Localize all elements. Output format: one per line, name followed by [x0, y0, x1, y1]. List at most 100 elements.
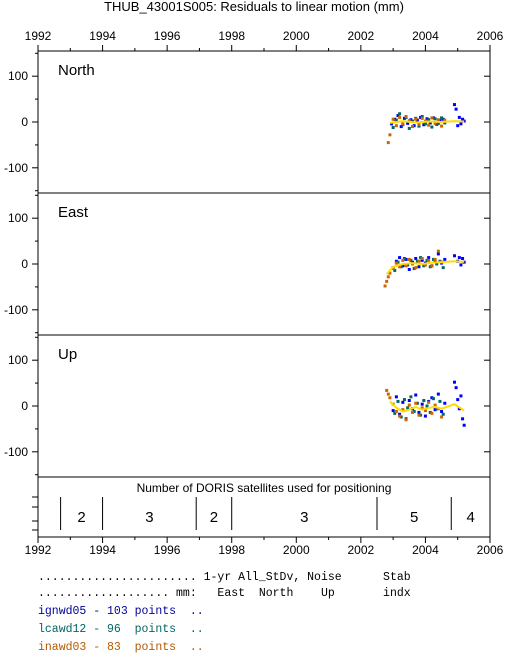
x-tick-label-bottom: 1992: [25, 543, 52, 557]
data-point-ignwd05: [407, 267, 411, 271]
data-point-ignwd05: [407, 399, 411, 403]
data-point-inawd03: [404, 264, 408, 268]
data-point-ignwd05: [423, 414, 427, 418]
x-tick-label-bottom: 2000: [283, 543, 310, 557]
data-point-lcawd12: [435, 407, 439, 411]
data-point-ignwd05: [402, 116, 406, 120]
data-point-ignwd05: [404, 257, 408, 261]
y-tick-label: 100: [8, 353, 28, 367]
data-point-inawd03: [391, 117, 395, 121]
chart-title: THUB_43001S005: Residuals to linear moti…: [104, 0, 404, 14]
panel-label-north: North: [58, 62, 95, 79]
satellite-count-label: 3: [300, 509, 308, 526]
data-point-ignwd05: [420, 258, 424, 262]
x-tick-label-bottom: 1996: [154, 543, 181, 557]
data-point-ignwd05: [414, 257, 418, 261]
data-point-ignwd05: [419, 115, 423, 119]
data-point-ignwd05: [412, 124, 416, 128]
data-point-ignwd05: [454, 386, 458, 390]
data-point-ignwd05: [438, 119, 442, 123]
data-point-ignwd05: [457, 256, 461, 260]
data-point-lcawd12: [396, 399, 400, 403]
data-point-inawd03: [430, 116, 434, 120]
data-point-inawd03: [388, 271, 392, 275]
data-point-ignwd05: [456, 398, 460, 402]
data-point-lcawd12: [422, 399, 426, 403]
data-point-inawd03: [391, 267, 395, 271]
data-point-lcawd12: [407, 126, 411, 130]
data-point-inawd03: [423, 263, 427, 267]
data-point-ignwd05: [428, 121, 432, 125]
data-point-inawd03: [388, 396, 392, 400]
data-point-ignwd05: [443, 401, 447, 405]
x-tick-label-top: 2000: [283, 29, 310, 43]
data-point-ignwd05: [433, 408, 437, 412]
x-tick-label-bottom: 1994: [89, 543, 116, 557]
data-point-ignwd05: [420, 402, 424, 406]
data-point-ignwd05: [394, 259, 398, 263]
stats-row-ignwd05: ignwd05 - 103 points ..: [38, 605, 204, 618]
data-point-lcawd12: [441, 266, 445, 270]
mean-line-east: [385, 260, 465, 275]
data-point-ignwd05: [406, 121, 410, 125]
data-point-lcawd12: [409, 258, 413, 262]
data-point-inawd03: [394, 409, 398, 413]
data-point-ignwd05: [452, 254, 456, 258]
data-point-ignwd05: [425, 117, 429, 121]
data-point-ignwd05: [433, 259, 437, 263]
x-tick-label-top: 2002: [348, 29, 375, 43]
data-point-lcawd12: [428, 265, 432, 269]
data-point-ignwd05: [454, 107, 458, 111]
data-point-inawd03: [427, 400, 431, 404]
data-point-ignwd05: [414, 393, 418, 397]
y-tick-label: 100: [8, 69, 28, 83]
data-point-ignwd05: [398, 256, 402, 260]
data-point-ignwd05: [436, 252, 440, 256]
data-point-lcawd12: [419, 256, 423, 260]
data-point-inawd03: [420, 257, 424, 261]
data-point-lcawd12: [412, 409, 416, 413]
satellite-count-label: 4: [466, 509, 474, 526]
data-point-inawd03: [414, 117, 418, 121]
data-point-lcawd12: [402, 398, 406, 402]
data-point-ignwd05: [452, 103, 456, 107]
stats-header-line-1: ....................... 1-yr All_StDv, N…: [38, 571, 411, 584]
y-tick-label: -100: [4, 161, 28, 175]
data-point-ignwd05: [459, 394, 463, 398]
data-point-inawd03: [407, 119, 411, 123]
data-point-lcawd12: [402, 257, 406, 261]
stats-row-inawd03: inawd03 - 83 points ..: [38, 641, 204, 654]
data-point-ignwd05: [461, 257, 465, 261]
data-point-inawd03: [417, 122, 421, 126]
data-point-lcawd12: [422, 264, 426, 268]
data-point-inawd03: [411, 125, 415, 129]
data-point-lcawd12: [432, 397, 435, 401]
data-point-inawd03: [394, 261, 398, 265]
data-point-lcawd12: [419, 413, 423, 417]
data-point-ignwd05: [440, 409, 444, 413]
data-point-ignwd05: [459, 122, 463, 126]
mean-line-up: [389, 400, 465, 413]
x-tick-label-bottom: 2002: [348, 543, 375, 557]
data-point-ignwd05: [456, 124, 460, 128]
satellite-count-label: 2: [210, 509, 218, 526]
data-point-lcawd12: [417, 124, 421, 128]
data-point-ignwd05: [422, 123, 426, 127]
data-point-lcawd12: [433, 117, 437, 121]
data-point-lcawd12: [393, 411, 397, 415]
data-point-inawd03: [423, 409, 427, 413]
data-point-ignwd05: [452, 380, 456, 384]
data-point-inawd03: [440, 124, 444, 128]
data-point-inawd03: [398, 265, 402, 269]
data-point-inawd03: [430, 411, 434, 415]
data-point-inawd03: [386, 275, 390, 279]
data-point-inawd03: [414, 266, 418, 270]
data-point-lcawd12: [430, 125, 434, 129]
x-tick-label-top: 1994: [89, 29, 116, 43]
data-point-ignwd05: [443, 257, 447, 261]
y-tick-label: 0: [21, 257, 28, 271]
data-point-ignwd05: [391, 409, 395, 413]
data-point-inawd03: [417, 413, 421, 417]
data-point-inawd03: [386, 141, 390, 145]
